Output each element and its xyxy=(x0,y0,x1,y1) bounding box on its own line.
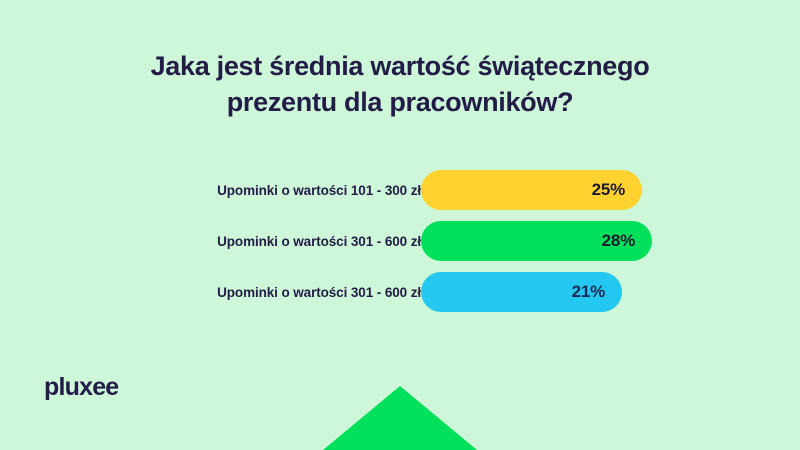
bar-category-label: Upominki o wartości 301 - 600 zł xyxy=(217,233,421,249)
bar-row: Upominki o wartości 301 - 600 zł 21% xyxy=(0,272,800,312)
bar-chart: Upominki o wartości 101 - 300 zł 25% Upo… xyxy=(0,170,800,323)
bar-value-label: 25% xyxy=(591,180,626,199)
bar-row: Upominki o wartości 101 - 300 zł 25% xyxy=(0,170,800,210)
bar-fill: 28% xyxy=(421,221,652,261)
page-title-line-2: prezentu dla pracowników? xyxy=(226,87,574,117)
bar-row: Upominki o wartości 301 - 600 zł 28% xyxy=(0,221,800,261)
bar-category-label: Upominki o wartości 101 - 300 zł xyxy=(217,182,421,198)
page-title-line-1: Jaka jest średnia wartość świątecznego xyxy=(150,51,650,81)
bar-track: 28% xyxy=(421,221,652,261)
page-title: Jaka jest średnia wartość świątecznego p… xyxy=(0,48,800,120)
bar-value-label: 28% xyxy=(601,231,636,250)
bar-track: 25% xyxy=(421,170,642,210)
bar-fill: 25% xyxy=(421,170,642,210)
pluxee-logo: pluxee xyxy=(44,373,119,401)
bar-value-label: 21% xyxy=(571,282,606,301)
bar-track: 21% xyxy=(421,272,622,312)
bar-category-label: Upominki o wartości 301 - 600 zł xyxy=(217,284,421,300)
green-triangle-icon xyxy=(323,386,477,450)
bar-fill: 21% xyxy=(421,272,622,312)
